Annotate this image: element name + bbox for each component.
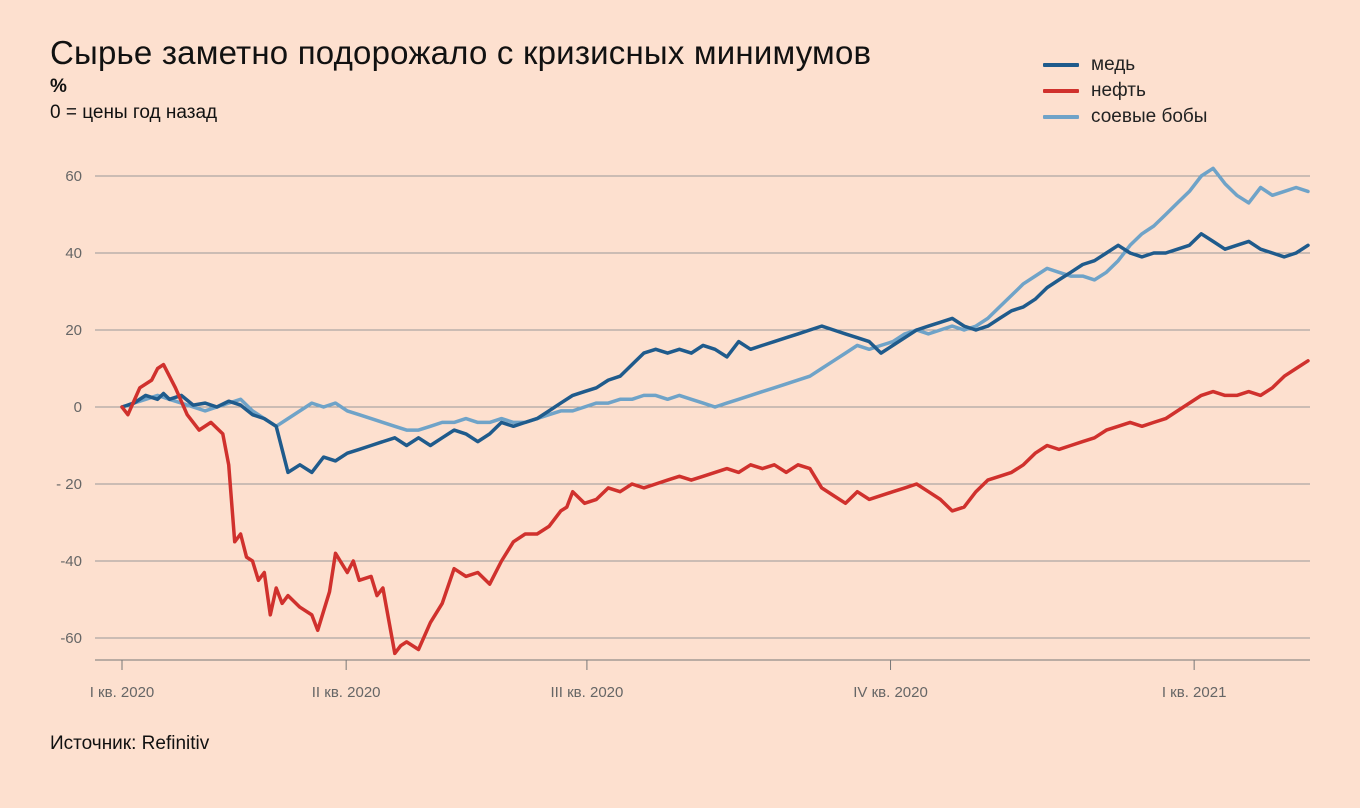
y-tick-label: 60 [65,168,82,185]
legend-swatch-oil [1043,89,1079,93]
y-axis-ticks: 60 40 20 0 - 20 -40 -60 [56,168,82,647]
legend: медь нефть соевые бобы [1043,52,1207,130]
x-tick-label: II кв. 2020 [312,684,381,701]
series-line-soybeans [120,166,1310,432]
unit-label: % [50,76,67,97]
gridlines [95,175,1310,639]
y-tick-label: -40 [60,553,82,570]
x-tick-label: I кв. 2021 [1162,684,1227,701]
chart-subtitle: 0 = цены год назад [50,102,218,123]
legend-label-copper: медь [1091,54,1136,75]
y-tick-label: 20 [65,322,82,339]
legend-item-copper: медь [1043,52,1207,78]
source-note: Источник: Refinitiv [50,733,210,754]
y-tick-label: -60 [60,630,82,647]
legend-item-soybeans: соевые бобы [1043,104,1207,130]
chart-title: Сырье заметно подорожало с кризисных мин… [50,34,872,71]
legend-label-soybeans: соевые бобы [1091,106,1208,127]
y-tick-label: - 20 [56,476,82,493]
series-lines [120,166,1310,656]
legend-item-oil: нефть [1043,78,1207,104]
x-tick-label: III кв. 2020 [550,684,623,701]
legend-swatch-soybeans [1043,115,1079,119]
legend-label-oil: нефть [1091,80,1146,101]
series-line-copper [120,232,1310,475]
x-tick-label: I кв. 2020 [90,684,155,701]
series-line-oil [120,359,1310,656]
y-tick-label: 0 [74,399,82,416]
x-tick-label: IV кв. 2020 [853,684,928,701]
y-tick-label: 40 [65,245,82,262]
x-axis: I кв. 2020 II кв. 2020 III кв. 2020 IV кв. … [90,659,1310,701]
legend-swatch-copper [1043,63,1079,67]
